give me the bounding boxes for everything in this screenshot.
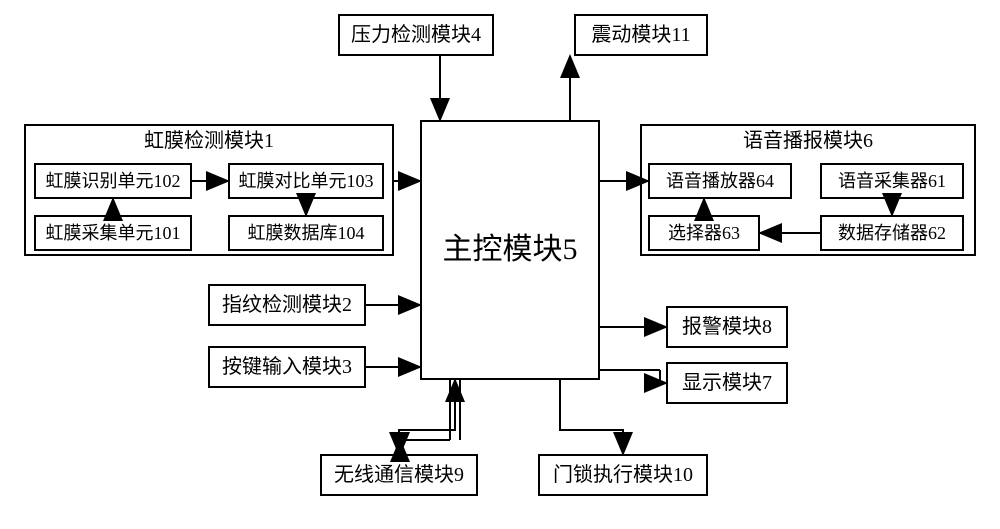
diagram-stage: 压力检测模块4 震动模块11 虹膜检测模块1 虹膜识别单元102 虹膜对比单元1… (0, 0, 1000, 529)
arrows-clean (0, 0, 1000, 529)
